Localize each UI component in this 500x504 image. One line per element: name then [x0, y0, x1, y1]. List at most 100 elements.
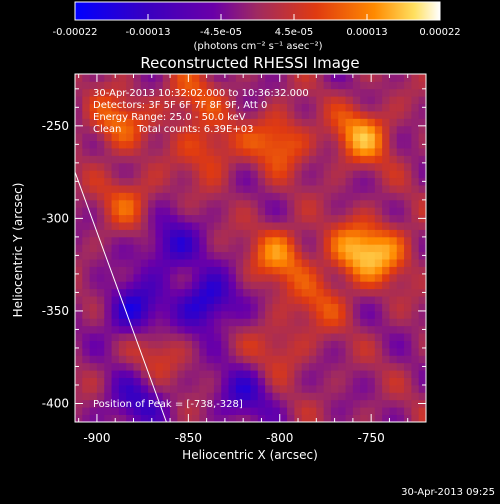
heatmap-cell	[192, 355, 200, 364]
heatmap-cell	[257, 355, 266, 364]
footer-timestamp: 30-Apr-2013 09:25	[401, 487, 495, 498]
heatmap-cell	[96, 229, 105, 238]
heatmap-cell	[221, 192, 229, 201]
heatmap-cell	[96, 199, 105, 208]
heatmap-cell	[418, 133, 426, 142]
heatmap-cell	[330, 170, 339, 179]
heatmap-cell	[316, 333, 325, 341]
heatmap-cell	[382, 273, 390, 282]
heatmap-cell	[323, 222, 332, 230]
heatmap-cell	[323, 318, 332, 327]
heatmap-cell	[206, 81, 215, 90]
heatmap-cell	[118, 407, 127, 415]
heatmap-cell	[177, 288, 186, 297]
heatmap-cell	[279, 214, 288, 223]
heatmap-cell	[272, 148, 281, 156]
heatmap-cell	[287, 384, 295, 393]
heatmap-cell	[89, 370, 98, 378]
heatmap-cell	[418, 148, 426, 156]
heatmap-cell	[418, 162, 426, 171]
heatmap-cell	[389, 288, 398, 297]
heatmap-cell	[389, 266, 398, 275]
heatmap-cell	[96, 244, 105, 253]
heatmap-cell	[352, 88, 361, 97]
heatmap-cell	[111, 222, 120, 230]
heatmap-cell	[272, 199, 281, 208]
heatmap-cell	[265, 310, 273, 319]
heatmap-cell	[389, 96, 398, 105]
heatmap-cell	[338, 222, 346, 230]
heatmap-cell	[411, 133, 420, 142]
heatmap-cell	[418, 392, 426, 401]
heatmap-cell	[111, 111, 120, 119]
heatmap-cell	[323, 392, 332, 401]
heatmap-cell	[279, 244, 288, 253]
heatmap-cell	[345, 414, 354, 422]
heatmap-cell	[352, 303, 361, 312]
heatmap-cell	[301, 236, 310, 245]
heatmap-cell	[367, 333, 376, 341]
heatmap-cell	[192, 273, 200, 282]
heatmap-cell	[323, 244, 332, 253]
heatmap-cell	[155, 251, 164, 260]
heatmap-cell	[184, 266, 193, 275]
heatmap-cell	[287, 407, 295, 415]
heatmap-cell	[250, 340, 259, 349]
heatmap-cell	[404, 407, 412, 415]
heatmap-cell	[140, 170, 149, 179]
colorbar-tick-label: 0.00013	[346, 27, 387, 38]
heatmap-cell	[360, 199, 368, 208]
heatmap-cell	[265, 170, 273, 179]
heatmap-cell	[287, 140, 295, 149]
heatmap-cell	[396, 103, 405, 112]
heatmap-cell	[323, 355, 332, 364]
heatmap-cell	[265, 81, 273, 90]
heatmap-cell	[133, 170, 142, 179]
heatmap-cell	[389, 333, 398, 341]
annotation-peak-position: Position of Peak = [-738,-328]	[93, 399, 243, 410]
heatmap-cell	[177, 155, 186, 164]
heatmap-cell	[213, 236, 222, 245]
heatmap-cell	[155, 170, 164, 179]
heatmap-cell	[118, 133, 127, 142]
heatmap-cell	[301, 125, 310, 134]
heatmap-cell	[221, 125, 229, 134]
heatmap-cell	[389, 407, 398, 415]
heatmap-cell	[330, 162, 339, 171]
heatmap-cell	[323, 96, 332, 105]
heatmap-cell	[96, 140, 105, 149]
heatmap-cell	[235, 303, 244, 312]
heatmap-cell	[192, 177, 200, 186]
heatmap-cell	[89, 81, 98, 90]
heatmap-cell	[279, 74, 288, 82]
heatmap-cell	[104, 392, 112, 401]
heatmap-cell	[228, 310, 237, 319]
heatmap-cell	[404, 162, 412, 171]
heatmap-cell	[330, 310, 339, 319]
heatmap-cell	[345, 303, 354, 312]
heatmap-cell	[367, 185, 376, 193]
heatmap-cell	[199, 103, 208, 112]
heatmap-cell	[367, 355, 376, 364]
heatmap-cell	[309, 96, 317, 105]
heatmap-cell	[265, 111, 273, 119]
heatmap-cell	[382, 355, 390, 364]
heatmap-cell	[338, 399, 346, 408]
heatmap-cell	[389, 214, 398, 223]
heatmap-cell	[228, 96, 237, 105]
heatmap-cell	[104, 362, 112, 371]
heatmap-cell	[104, 103, 112, 112]
heatmap-cell	[221, 281, 229, 290]
heatmap-cell	[301, 111, 310, 119]
heatmap-cell	[338, 251, 346, 260]
heatmap-cell	[301, 88, 310, 97]
heatmap-cell	[374, 111, 383, 119]
heatmap-cell	[404, 384, 412, 393]
heatmap-cell	[330, 318, 339, 327]
heatmap-cell	[316, 103, 325, 112]
heatmap-cell	[360, 96, 368, 105]
heatmap-cell	[367, 310, 376, 319]
heatmap-cell	[374, 170, 383, 179]
heatmap-cell	[301, 74, 310, 82]
heatmap-cell	[96, 310, 105, 319]
